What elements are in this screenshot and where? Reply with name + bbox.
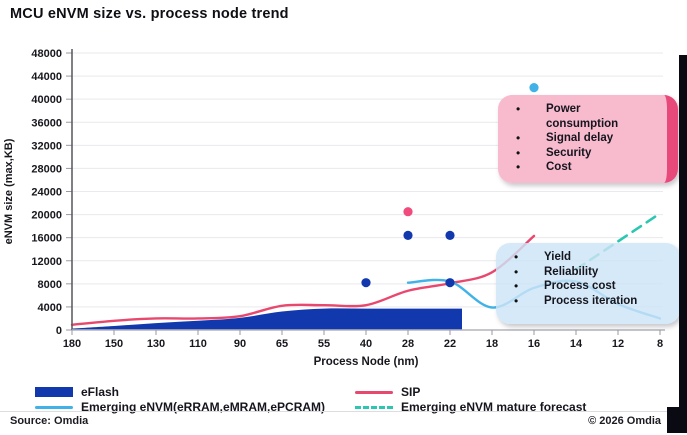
annotation-box-drawbacks: • Power consumption • Signal delay • Security… (498, 95, 678, 183)
data-point (403, 207, 413, 217)
legend-item-sip: SIP (355, 385, 420, 399)
y-tick-label: 32000 (31, 140, 62, 152)
y-tick-label: 20000 (31, 210, 62, 222)
y-tick-label: 0 (56, 325, 62, 337)
y-tick-label: 36000 (31, 117, 62, 129)
annotation-text: Cost (546, 161, 572, 173)
data-point (445, 278, 455, 288)
eflash-swatch (35, 387, 73, 397)
bullet-icon: • (516, 102, 521, 116)
bullet-icon: • (514, 250, 519, 264)
annotation-box-challenges: • Yield • Reliability • Process cost • Process … (496, 243, 680, 324)
y-tick-label: 28000 (31, 163, 62, 175)
annotation-text: Reliability (544, 265, 599, 278)
sip-swatch (355, 390, 393, 394)
y-axis-title: eNVM size (max,KB) (3, 138, 15, 244)
x-tick-label: 40 (360, 338, 372, 350)
x-tick-label: 130 (147, 338, 165, 350)
x-tick-label: 150 (105, 338, 123, 350)
annotation-item: • Reliability (502, 265, 674, 280)
y-tick-label: 12000 (31, 256, 62, 268)
chart-title: MCU eNVM size vs. process node trend (10, 6, 289, 22)
y-tick-label: 40000 (31, 94, 62, 106)
x-tick-label: 28 (402, 338, 414, 350)
annotation-item: • Security (504, 146, 661, 161)
x-tick-label: 90 (234, 338, 246, 350)
x-tick-label: 110 (189, 338, 207, 350)
annotation-text: Yield (544, 251, 572, 263)
annotation-item: • Process cost (502, 279, 674, 294)
bullet-icon: • (514, 279, 519, 293)
data-point (403, 230, 413, 240)
legend-label-forecast: Emerging eNVM mature forecast (401, 400, 587, 414)
challenges-list: • Yield • Reliability • Process cost • Process … (502, 250, 674, 308)
x-tick-label: 18 (486, 338, 498, 350)
chart-plot-area: 0 4000 8000 12000 16000 20000 24000 28000 32000 3… (3, 48, 665, 368)
annotation-text: Signal delay (546, 132, 614, 144)
right-edge-strip (679, 55, 687, 433)
annotation-text: Process iteration (544, 294, 638, 307)
annotation-item: • Process iteration (502, 294, 674, 309)
emerging-envm-swatch (35, 405, 73, 409)
y-tick-label: 4000 (38, 302, 62, 314)
legend-label-emerging: Emerging eNVM(eRRAM,eMRAM,ePCRAM) (81, 400, 326, 414)
legend-label-eflash: eFlash (81, 385, 120, 399)
data-point (529, 83, 539, 93)
y-tick-label: 16000 (31, 233, 62, 245)
legend-row: eFlash SIP (0, 385, 687, 399)
source-note: Source: Omdia (10, 415, 89, 427)
bullet-icon: • (516, 145, 521, 160)
annotation-text: Power consumption (546, 103, 619, 130)
data-point (445, 230, 455, 240)
bullet-icon: • (516, 160, 521, 174)
bullet-icon: • (514, 264, 519, 279)
x-tick-label: 55 (318, 338, 330, 350)
x-tick-label: 180 (63, 338, 81, 350)
x-tick-label: 65 (276, 338, 288, 350)
chart-legend: eFlash SIP Emerging eNVM(eRRAM,eMRAM,ePC… (0, 385, 687, 415)
legend-item-eflash: eFlash (35, 385, 355, 399)
series-eflash-area (72, 308, 462, 330)
x-tick-label: 14 (570, 338, 583, 350)
y-tick-label: 48000 (31, 48, 62, 60)
forecast-swatch (355, 405, 393, 409)
legend-item-emerging: Emerging eNVM(eRRAM,eMRAM,ePCRAM) (35, 400, 355, 414)
legend-row: Emerging eNVM(eRRAM,eMRAM,ePCRAM) Emergi… (0, 400, 687, 414)
annotation-text: Security (546, 146, 592, 159)
annotation-item: • Signal delay (504, 131, 661, 146)
annotation-item: • Power consumption (504, 102, 661, 131)
x-tick-label: 8 (657, 338, 663, 350)
y-tick-label: 8000 (38, 279, 62, 291)
x-tick-label: 12 (612, 338, 624, 350)
legend-label-sip: SIP (401, 385, 421, 399)
x-tick-label: 22 (444, 338, 456, 350)
annotation-item: • Cost (504, 160, 661, 175)
copyright-note: © 2026 Omdia (588, 415, 661, 427)
x-tick-label: 16 (528, 338, 540, 350)
x-axis-title: Process Node (nm) (314, 356, 419, 368)
y-tick-label: 44000 (31, 71, 62, 83)
footer: Source: Omdia © 2026 Omdia (0, 411, 687, 435)
data-point (361, 278, 371, 288)
bullet-icon: • (514, 293, 519, 308)
y-tick-label: 24000 (31, 187, 62, 199)
drawbacks-list: • Power consumption • Signal delay • Security… (504, 102, 661, 175)
bottom-right-corner-block (667, 407, 687, 433)
bullet-icon: • (516, 131, 521, 145)
legend-item-forecast: Emerging eNVM mature forecast (355, 400, 586, 414)
annotation-item: • Yield (502, 250, 674, 265)
annotation-text: Process cost (544, 280, 616, 292)
